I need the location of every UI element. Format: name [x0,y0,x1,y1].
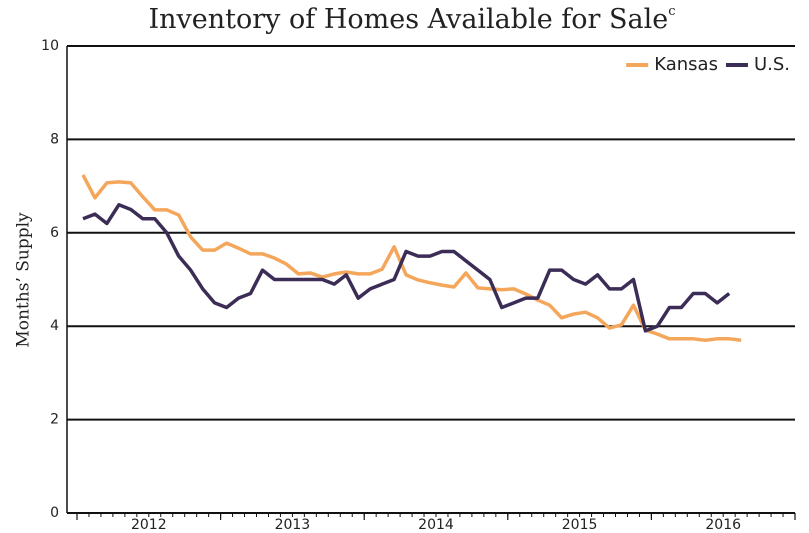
x-tick-label: 2014 [418,517,454,533]
y-tick-label: 8 [50,131,59,147]
y-tick-label: 4 [50,318,59,334]
y-tick-label: 2 [50,412,59,428]
legend-label: Kansas [654,54,718,75]
y-tick-label: 10 [41,38,59,54]
y-tick-label: 6 [50,225,59,241]
legend-label: U.S. [754,54,790,75]
y-tick-label: 0 [50,505,59,521]
series-line [82,203,731,333]
x-tick-label: 2015 [562,517,598,533]
x-tick-label: 2016 [705,517,741,533]
y-axis-label: Months’ Supply [14,212,34,348]
title-superscript: c [668,4,675,19]
chart-title: Inventory of Homes Available for Salec [148,4,675,35]
series-line [81,174,742,342]
title-text: Inventory of Homes Available for Sale [148,4,668,35]
x-tick-label: 2013 [275,517,311,533]
x-tick-label: 2012 [131,517,167,533]
